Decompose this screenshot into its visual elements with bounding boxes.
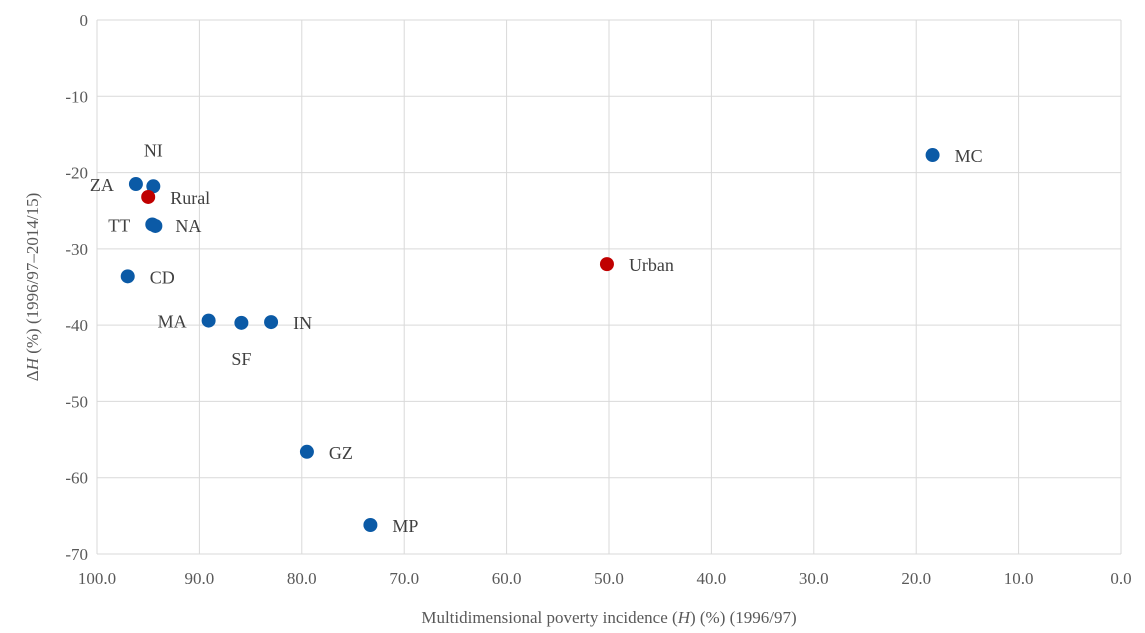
point-label: SF (231, 349, 251, 369)
x-tick-label: 90.0 (185, 569, 215, 588)
x-tick-label: 80.0 (287, 569, 317, 588)
point-label: GZ (329, 443, 353, 463)
y-tick-label: -10 (65, 87, 88, 106)
point-labels: NI ZA TT NA CD MA SF IN GZ MP MC Rural Urban (90, 140, 983, 536)
data-point (201, 313, 216, 328)
data-point (363, 518, 378, 533)
y-axis-title: ΔH (%) (1996/97–2014/15) (23, 193, 42, 381)
point-label: NA (175, 216, 201, 236)
x-axis-ticks: 100.0 90.0 80.0 70.0 60.0 50.0 40.0 30.0 20.0 10.… (78, 569, 1132, 588)
x-tick-label: 0.0 (1110, 569, 1131, 588)
data-point (299, 444, 314, 459)
x-tick-label: 100.0 (78, 569, 116, 588)
data-point (599, 257, 614, 272)
x-tick-label: 60.0 (492, 569, 522, 588)
y-tick-label: -20 (65, 164, 88, 183)
y-tick-label: 0 (80, 11, 89, 30)
point-label: Urban (629, 255, 674, 275)
point-label: IN (293, 313, 312, 333)
y-tick-label: -40 (65, 316, 88, 335)
x-tick-label: 10.0 (1004, 569, 1034, 588)
y-tick-label: -60 (65, 469, 88, 488)
point-label: MP (392, 516, 418, 536)
point-label: Rural (170, 188, 210, 208)
point-label: MC (955, 146, 983, 166)
data-point (925, 148, 940, 163)
x-axis-title: Multidimensional poverty incidence (H) (… (421, 608, 796, 627)
point-label: MA (158, 312, 187, 332)
data-points (120, 148, 940, 533)
data-point (128, 177, 143, 192)
x-tick-label: 40.0 (697, 569, 727, 588)
y-axis-ticks: 0 -10 -20 -30 -40 -50 -60 -70 (65, 11, 88, 564)
x-tick-label: 50.0 (594, 569, 624, 588)
y-tick-label: -50 (65, 392, 88, 411)
x-tick-label: 20.0 (901, 569, 931, 588)
point-label: NI (144, 140, 163, 160)
y-tick-label: -70 (65, 545, 88, 564)
data-point (234, 315, 249, 330)
data-point (264, 315, 279, 330)
y-tick-label: -30 (65, 240, 88, 259)
x-tick-label: 30.0 (799, 569, 829, 588)
data-point (148, 218, 163, 233)
gridlines (96, 19, 1122, 555)
x-tick-label: 70.0 (389, 569, 419, 588)
data-point (146, 179, 161, 194)
data-point (120, 269, 135, 284)
point-label: ZA (90, 175, 114, 195)
point-label: CD (150, 267, 175, 287)
point-label: TT (108, 215, 130, 235)
data-point (141, 189, 156, 204)
